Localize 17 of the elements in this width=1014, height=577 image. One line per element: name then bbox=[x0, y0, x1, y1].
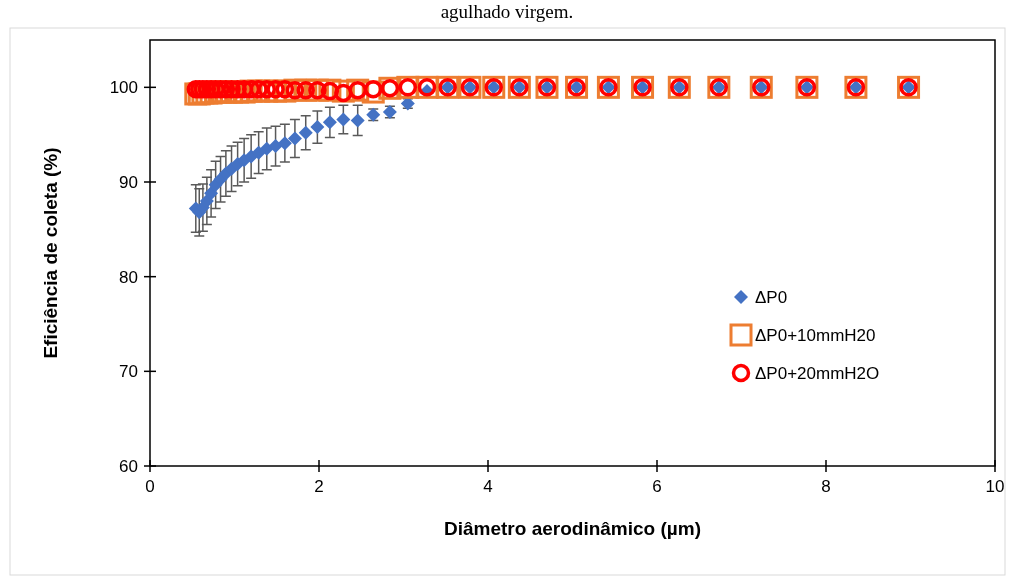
legend-label: ΔP0+10mmH20 bbox=[755, 325, 876, 345]
y-tick-label: 80 bbox=[119, 267, 138, 287]
x-axis-title: Diâmetro aerodinâmico (µm) bbox=[444, 518, 701, 539]
text: agulhado virgem. bbox=[440, 1, 574, 22]
y-tick-label: 90 bbox=[119, 172, 138, 192]
y-tick-label: 100 bbox=[109, 78, 138, 98]
y-axis-title: Eficiência de coleta (%) bbox=[40, 147, 61, 359]
x-tick-label: 8 bbox=[821, 477, 831, 496]
x-tick-label: 10 bbox=[985, 477, 1005, 496]
x-tick-label: 4 bbox=[483, 477, 493, 496]
x-tick-label: 6 bbox=[652, 477, 662, 496]
legend-label: ΔP0 bbox=[755, 287, 788, 307]
legend-label: ΔP0+20mmH2O bbox=[755, 363, 880, 383]
x-tick-label: 0 bbox=[145, 477, 155, 496]
y-tick-label: 70 bbox=[119, 362, 138, 382]
y-tick-label: 60 bbox=[119, 456, 138, 476]
x-tick-label: 2 bbox=[314, 477, 324, 496]
